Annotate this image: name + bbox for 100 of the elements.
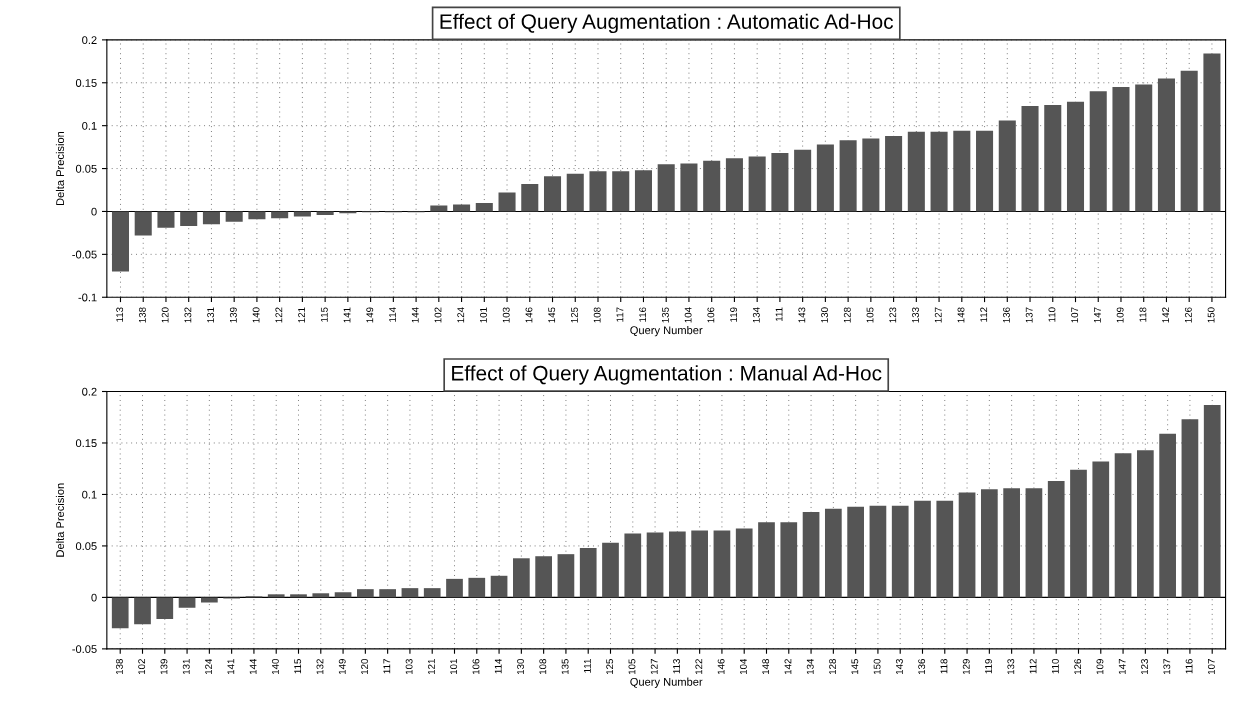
x-tick-label: 137: [1163, 659, 1171, 675]
bar: [602, 542, 619, 598]
bar: [225, 211, 243, 222]
x-tick-label: 121: [298, 307, 305, 323]
x-tick-label: 147: [1118, 659, 1126, 675]
x-tick-label: 106: [707, 307, 715, 323]
bar: [780, 522, 798, 598]
bar: [156, 597, 174, 620]
x-tick-label: 146: [717, 659, 725, 675]
x-tick-label: 133: [912, 307, 919, 323]
x-tick-label: 118: [940, 659, 948, 674]
bar: [248, 211, 266, 220]
x-tick-label: 149: [338, 659, 346, 675]
x-tick-label: 140: [271, 658, 279, 675]
x-tick-label: 135: [561, 659, 569, 675]
bar: [794, 149, 812, 212]
bar: [869, 505, 887, 598]
x-tick-label: 101: [480, 307, 487, 323]
x-tick-label: 135: [661, 307, 669, 323]
bar: [634, 170, 652, 212]
x-tick-label: 132: [184, 307, 192, 323]
bar: [557, 554, 575, 598]
x-tick-label: 120: [161, 307, 169, 323]
bar: [202, 211, 220, 225]
x-tick-label: 109: [1116, 307, 1124, 323]
y-axis-title: Delta Precision: [55, 483, 65, 557]
bar: [953, 130, 971, 212]
x-tick-label: 139: [160, 659, 168, 675]
x-tick-label: 114: [389, 307, 396, 322]
bar: [1135, 84, 1153, 212]
bar: [1203, 53, 1221, 212]
x-tick-label: 117: [616, 307, 624, 322]
x-tick-label: 124: [457, 307, 465, 323]
x-tick-label: 115: [294, 659, 302, 674]
x-tick-label: 136: [1003, 307, 1010, 323]
bar: [725, 158, 743, 212]
x-tick-label: 119: [730, 307, 738, 322]
x-tick-label: 146: [525, 307, 533, 323]
x-tick-label: 119: [985, 659, 992, 674]
y-tick-label: 0.05: [75, 542, 97, 551]
bar: [178, 597, 196, 608]
x-tick-label: 145: [548, 307, 556, 323]
x-tick-label: 114: [494, 658, 502, 674]
x-tick-label: 141: [343, 307, 351, 323]
x-tick-label: 121: [427, 659, 435, 675]
x-tick-label: 115: [320, 307, 328, 322]
bar: [1092, 461, 1110, 598]
x-tick-label: 125: [606, 659, 614, 675]
chart-title: Effect of Query Augmentation : Automatic Ad-Hoc: [440, 13, 894, 34]
x-tick-label: 139: [229, 307, 237, 323]
bar: [735, 528, 753, 598]
x-tick-label: 110: [1048, 307, 1056, 322]
x-tick-label: 106: [472, 659, 480, 675]
bar: [535, 556, 552, 598]
bar: [423, 588, 441, 598]
x-tick-label: 111: [775, 307, 783, 322]
y-tick-label: 0.1: [82, 490, 97, 499]
x-tick-label: 105: [628, 659, 636, 675]
x-tick-label: 130: [821, 307, 828, 323]
bar: [475, 202, 493, 212]
bar: [669, 531, 686, 598]
y-axis-title: Delta Precision: [55, 131, 65, 206]
bar: [691, 530, 708, 598]
bar: [293, 211, 311, 217]
x-tick-label: 124: [205, 658, 212, 675]
bar: [1089, 91, 1107, 212]
x-tick-label: 126: [1184, 307, 1192, 323]
x-tick-label: 136: [918, 659, 926, 675]
bar: [430, 205, 448, 212]
x-tick-label: 108: [539, 659, 547, 675]
x-tick-label: 142: [784, 659, 792, 675]
y-tick-label: 0.15: [75, 439, 97, 448]
chart-title: Effect of Query Augmentation : Manual Ad-Hoc: [452, 365, 882, 385]
x-tick-label: 105: [866, 307, 874, 323]
x-tick-label: 116: [639, 307, 647, 322]
bar: [566, 173, 584, 212]
x-tick-label: 116: [1185, 659, 1193, 674]
bar: [816, 144, 834, 212]
x-tick-label: 104: [739, 658, 747, 675]
bar: [1044, 105, 1062, 212]
bar: [157, 211, 175, 228]
bar: [891, 505, 909, 598]
bar: [134, 597, 151, 625]
bar: [703, 160, 721, 212]
x-tick-label: 117: [383, 659, 391, 674]
y-tick-label: 0: [91, 207, 97, 216]
bar: [1021, 105, 1039, 212]
x-tick-label: 129: [962, 659, 970, 675]
bar: [446, 578, 463, 598]
x-tick-label: 148: [957, 307, 965, 323]
bar: [885, 135, 903, 212]
x-tick-label: 127: [934, 307, 942, 323]
y-tick-label: 0.1: [82, 121, 97, 130]
y-tick-label: -0.05: [72, 645, 97, 654]
y-tick-label: 0: [91, 593, 97, 602]
bar: [824, 508, 842, 598]
bar: [657, 164, 675, 212]
bar: [646, 532, 664, 598]
bar: [271, 211, 289, 219]
bar: [862, 138, 880, 212]
